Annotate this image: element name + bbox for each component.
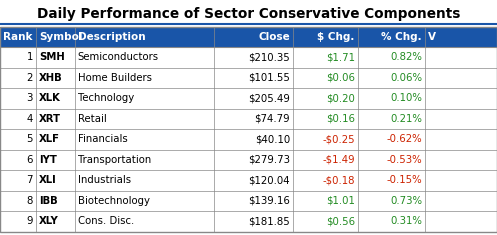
Text: -0.15%: -0.15% xyxy=(386,175,422,185)
Text: IYT: IYT xyxy=(39,155,57,165)
Text: $139.16: $139.16 xyxy=(248,196,290,206)
Text: Cons. Disc.: Cons. Disc. xyxy=(78,216,134,226)
Text: SMH: SMH xyxy=(39,52,65,62)
Text: Biotechnology: Biotechnology xyxy=(78,196,150,206)
Bar xyxy=(0,109,497,129)
Text: 0.10%: 0.10% xyxy=(390,93,422,103)
Text: XLF: XLF xyxy=(39,134,60,144)
Text: XLY: XLY xyxy=(39,216,59,226)
Text: $1.71: $1.71 xyxy=(326,52,355,62)
Text: 0.06%: 0.06% xyxy=(390,73,422,83)
Text: 6: 6 xyxy=(26,155,33,165)
Text: -$1.49: -$1.49 xyxy=(322,155,355,165)
Text: 2: 2 xyxy=(26,73,33,83)
Text: $0.06: $0.06 xyxy=(326,73,355,83)
Text: $0.16: $0.16 xyxy=(326,114,355,124)
Text: 0.82%: 0.82% xyxy=(390,52,422,62)
Text: $0.56: $0.56 xyxy=(326,216,355,226)
Text: Financials: Financials xyxy=(78,134,127,144)
Text: 1: 1 xyxy=(26,52,33,62)
Bar xyxy=(0,211,497,231)
Text: $181.85: $181.85 xyxy=(248,216,290,226)
Text: XLI: XLI xyxy=(39,175,57,185)
Bar xyxy=(0,149,497,170)
Text: V: V xyxy=(428,32,436,42)
Text: Industrials: Industrials xyxy=(78,175,131,185)
Bar xyxy=(0,191,497,211)
Text: $210.35: $210.35 xyxy=(248,52,290,62)
Text: Semiconductors: Semiconductors xyxy=(78,52,159,62)
Text: $ Chg.: $ Chg. xyxy=(318,32,355,42)
Bar xyxy=(0,170,497,191)
Text: 3: 3 xyxy=(26,93,33,103)
Bar xyxy=(0,129,497,149)
Text: Technology: Technology xyxy=(78,93,134,103)
Text: Description: Description xyxy=(78,32,145,42)
Text: $120.04: $120.04 xyxy=(248,175,290,185)
Text: -$0.25: -$0.25 xyxy=(322,134,355,144)
Text: Symbol: Symbol xyxy=(39,32,83,42)
Text: 5: 5 xyxy=(26,134,33,144)
Text: Transportation: Transportation xyxy=(78,155,151,165)
Text: -0.53%: -0.53% xyxy=(386,155,422,165)
Bar xyxy=(0,67,497,88)
Bar xyxy=(0,27,497,47)
Bar xyxy=(0,47,497,67)
Text: -0.62%: -0.62% xyxy=(386,134,422,144)
Text: $40.10: $40.10 xyxy=(255,134,290,144)
Text: $1.01: $1.01 xyxy=(326,196,355,206)
Text: Close: Close xyxy=(258,32,290,42)
Text: -$0.18: -$0.18 xyxy=(323,175,355,185)
Text: 9: 9 xyxy=(26,216,33,226)
Text: XRT: XRT xyxy=(39,114,61,124)
Text: XHB: XHB xyxy=(39,73,63,83)
Text: $279.73: $279.73 xyxy=(248,155,290,165)
Text: $101.55: $101.55 xyxy=(248,73,290,83)
Text: Retail: Retail xyxy=(78,114,106,124)
Text: 4: 4 xyxy=(26,114,33,124)
Text: Daily Performance of Sector Conservative Components: Daily Performance of Sector Conservative… xyxy=(37,7,460,21)
Text: XLK: XLK xyxy=(39,93,61,103)
Text: $0.20: $0.20 xyxy=(326,93,355,103)
Bar xyxy=(0,88,497,109)
Text: Rank: Rank xyxy=(3,32,33,42)
Bar xyxy=(0,27,497,231)
Text: 8: 8 xyxy=(26,196,33,206)
Text: 0.73%: 0.73% xyxy=(390,196,422,206)
Text: 7: 7 xyxy=(26,175,33,185)
Text: $74.79: $74.79 xyxy=(254,114,290,124)
Text: IBB: IBB xyxy=(39,196,58,206)
Text: % Chg.: % Chg. xyxy=(381,32,422,42)
Text: 0.21%: 0.21% xyxy=(390,114,422,124)
Text: Home Builders: Home Builders xyxy=(78,73,152,83)
Text: $205.49: $205.49 xyxy=(248,93,290,103)
Text: 0.31%: 0.31% xyxy=(390,216,422,226)
